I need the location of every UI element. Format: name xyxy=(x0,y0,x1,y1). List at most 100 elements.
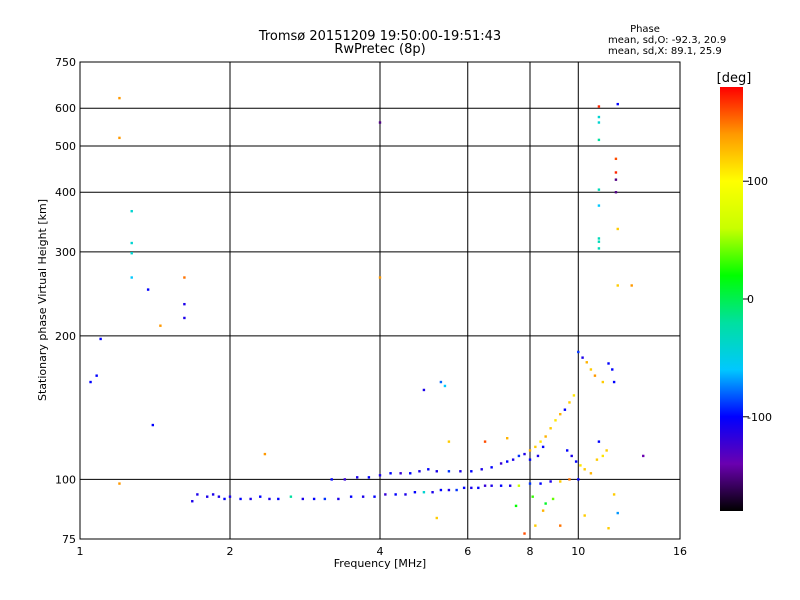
data-point xyxy=(183,302,186,306)
data-point xyxy=(534,445,537,449)
data-point xyxy=(505,437,509,440)
data-point xyxy=(349,495,353,498)
data-point xyxy=(301,497,305,501)
colorbar-label: [deg] xyxy=(717,71,752,86)
data-point xyxy=(130,276,133,279)
y-tick-label: 500 xyxy=(55,140,76,153)
data-point xyxy=(470,486,473,490)
y-tick-label: 200 xyxy=(55,330,76,343)
data-point xyxy=(439,488,443,492)
data-point xyxy=(477,486,480,490)
data-point xyxy=(612,493,616,496)
data-point xyxy=(595,458,599,461)
data-point xyxy=(228,495,232,498)
data-point xyxy=(418,470,421,473)
data-point xyxy=(389,472,392,475)
data-point xyxy=(554,419,557,422)
colorbar xyxy=(720,87,743,511)
data-point xyxy=(616,227,619,231)
stats-line-o: mean, sd,O: -92.3, 20.9 xyxy=(608,35,726,46)
data-point xyxy=(373,495,376,498)
data-point xyxy=(211,493,215,496)
data-point xyxy=(413,491,417,494)
data-point xyxy=(539,482,542,485)
data-point xyxy=(528,458,532,461)
data-point xyxy=(95,374,98,377)
data-point xyxy=(483,484,487,487)
x-tick-label: 2 xyxy=(227,545,234,558)
data-point xyxy=(196,493,199,496)
data-point xyxy=(508,484,512,487)
data-point xyxy=(583,514,586,517)
data-point xyxy=(616,102,619,106)
data-point xyxy=(528,482,532,485)
chart-subtitle: RwPretec (8p) xyxy=(334,42,425,57)
data-point xyxy=(223,497,226,501)
data-point xyxy=(568,478,571,481)
x-tick-label: 8 xyxy=(527,545,534,558)
data-point xyxy=(611,368,614,371)
data-point xyxy=(239,497,242,501)
data-point xyxy=(99,337,102,341)
data-point xyxy=(536,454,540,458)
data-point xyxy=(577,478,580,481)
data-point xyxy=(505,460,509,463)
data-point xyxy=(217,495,221,498)
data-point xyxy=(268,497,271,501)
data-point xyxy=(183,276,186,279)
data-point xyxy=(259,495,262,498)
chart-title: Tromsø 20151209 19:50:00-19:51:43 xyxy=(258,29,501,44)
data-point xyxy=(597,121,601,124)
data-point xyxy=(499,484,503,487)
y-tick-label: 75 xyxy=(62,533,76,546)
data-point xyxy=(597,105,601,108)
data-point xyxy=(191,500,194,503)
data-point xyxy=(577,350,580,354)
colorbar-tick-label: -100 xyxy=(747,411,772,424)
data-point xyxy=(583,468,586,471)
data-point xyxy=(447,440,451,443)
data-point xyxy=(323,497,327,501)
data-point xyxy=(399,472,402,475)
data-point xyxy=(384,493,387,496)
data-point xyxy=(470,470,473,473)
data-point xyxy=(642,454,645,458)
data-point xyxy=(570,454,573,458)
data-point xyxy=(523,532,526,535)
data-point xyxy=(517,484,521,487)
data-point xyxy=(568,401,571,404)
data-point xyxy=(614,178,618,181)
data-point xyxy=(517,454,521,458)
data-point xyxy=(539,440,542,443)
colorbar-ticks: 100 0 -100 xyxy=(743,175,772,424)
y-axis-label: Stationary phase Virtual Height [km] xyxy=(36,199,49,401)
data-point xyxy=(159,324,162,327)
data-point xyxy=(607,527,610,530)
data-point xyxy=(579,464,582,467)
data-point xyxy=(409,472,412,475)
y-tick-label: 400 xyxy=(55,186,76,199)
y-tick-label: 750 xyxy=(55,56,76,69)
x-tick-label: 1 xyxy=(77,545,84,558)
data-point xyxy=(601,380,605,384)
data-point xyxy=(541,445,545,449)
data-point xyxy=(367,476,371,479)
data-point xyxy=(422,388,426,392)
stats-line-x: mean, sd,X: 89.1, 25.9 xyxy=(608,46,722,57)
data-point xyxy=(614,191,618,194)
data-point xyxy=(597,440,601,443)
colorbar-tick-label: 0 xyxy=(747,293,754,306)
data-point xyxy=(435,470,438,473)
data-point xyxy=(312,497,316,501)
data-point xyxy=(630,284,633,287)
data-point xyxy=(404,493,407,496)
data-point xyxy=(447,488,451,492)
data-point xyxy=(534,524,537,527)
axis-ticks: 1 2 4 6 8 10 16 75 100 200 300 400 500 600 750 xyxy=(55,56,687,558)
data-point xyxy=(572,394,576,397)
y-tick-label: 100 xyxy=(55,473,76,486)
data-point xyxy=(483,440,487,443)
data-point xyxy=(439,380,443,384)
data-point xyxy=(378,121,382,124)
